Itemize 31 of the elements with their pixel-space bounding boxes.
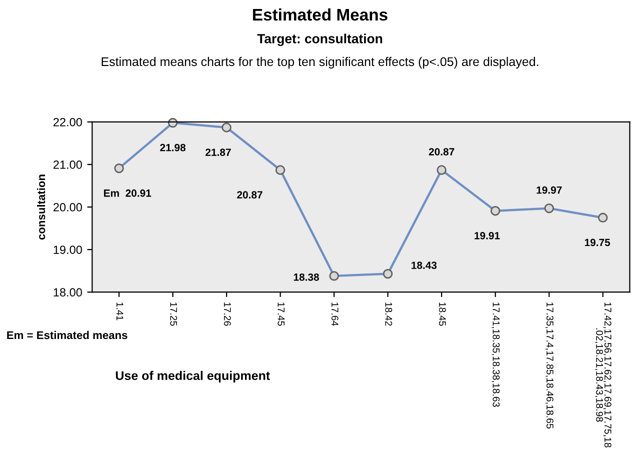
x-tick-label: 17.45	[278, 302, 284, 326]
data-label: 19.75	[584, 238, 610, 246]
data-label: 20.87	[237, 191, 262, 199]
x-tick-label: 17.64	[331, 302, 338, 326]
text: Estimated means charts for the top ten significant effects (p<.05) are displayed.	[102, 56, 538, 69]
y-axis-title: consultation	[36, 174, 46, 240]
data-label: 19.97	[536, 186, 562, 194]
x-tick-label: 17.42,17.56,17.62,17.69,17.75,18 .02,18.21,18.43,18.98	[594, 302, 612, 448]
data-label: 19.91	[474, 232, 500, 240]
y-tick-label: 21.00	[53, 160, 82, 169]
x-axis-title: Use of medical equipment	[116, 370, 270, 383]
y-tick-label: 20.00	[53, 203, 82, 212]
text: Em = Estimated means	[7, 330, 128, 340]
y-tick-label: 22.00	[53, 118, 82, 126]
data-label: Em 20.91	[104, 189, 152, 197]
chart-title: Estimated Means	[253, 8, 388, 21]
data-label: 21.98	[160, 144, 186, 152]
x-tick-label: 17.26	[224, 302, 231, 326]
y-tick-label: 19.00	[54, 246, 82, 254]
x-tick-label: 17.25	[170, 302, 178, 326]
data-label: 18.43	[412, 262, 437, 269]
x-tick-label: 17.35,17.4,17.85,18.46,18.65	[545, 302, 554, 428]
data-label: 21.87	[206, 148, 231, 156]
x-tick-label: 18.45	[438, 302, 446, 326]
x-tick-label: 1.41	[116, 302, 124, 320]
x-tick-label: 18.42	[385, 302, 392, 326]
y-tick-label: 18.00	[54, 288, 82, 297]
data-label: 20.87	[428, 148, 454, 156]
x-tick-label: 17.41,18.35,18.38,18.63	[492, 302, 500, 407]
chart-subtitle: Target: consultation	[257, 34, 382, 46]
data-label: 18.38	[294, 273, 320, 281]
